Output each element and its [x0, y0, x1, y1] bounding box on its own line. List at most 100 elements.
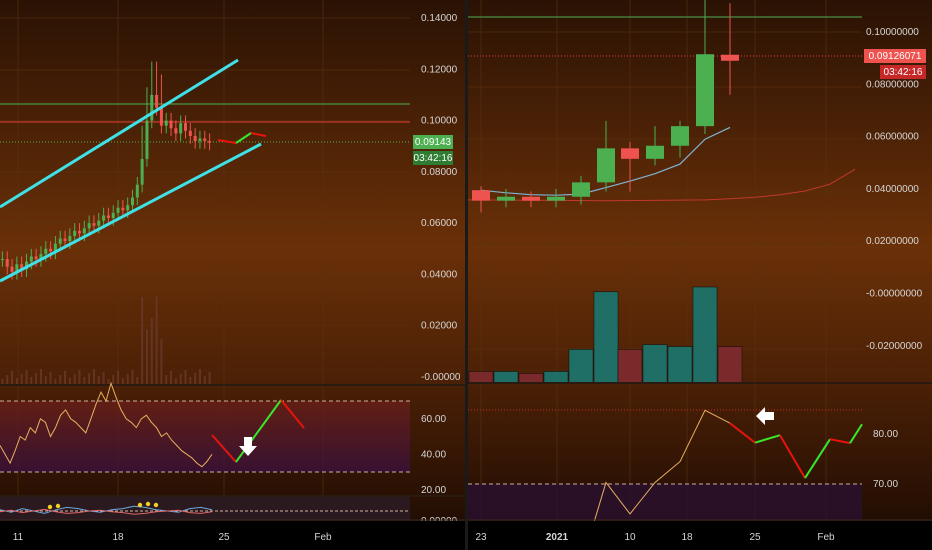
left-candle-body [155, 94, 159, 108]
left-candle-body [184, 123, 187, 131]
right-rsi-projection[interactable] [729, 422, 863, 479]
left-candle-body [174, 128, 178, 134]
left-time-axis-bg [0, 521, 465, 550]
left-candle-body [73, 230, 77, 236]
left-price-projection-up[interactable] [235, 132, 252, 144]
left-volume-bar [179, 374, 182, 384]
right-volume-bars [468, 286, 743, 384]
left-volume-bar [126, 374, 129, 384]
left-candle-body [169, 120, 173, 129]
right-rsi-line[interactable] [580, 409, 731, 550]
down-arrow-icon [239, 437, 257, 456]
left-volume-bar [165, 375, 168, 384]
left-candle-body [92, 223, 96, 226]
right-volume-bar [518, 373, 544, 384]
right-rsi-tick: 80.00 [873, 429, 898, 440]
right-volume-bar [692, 286, 718, 384]
left-volume-bar [150, 318, 153, 384]
left-candle-body [5, 259, 9, 267]
left-last-price-label: 0.09143 [415, 137, 452, 148]
left-osc-dot [145, 501, 151, 507]
left-price-tick: 0.08000 [421, 167, 458, 178]
left-price-tick: 0.06000 [421, 218, 458, 229]
left-volume-bar [68, 378, 71, 384]
left-candle-body [140, 159, 144, 185]
left-time-tick: 25 [218, 532, 230, 543]
right-price-tick: 0.02000000 [866, 236, 919, 247]
right-time-tick: Feb [817, 532, 835, 543]
right-rsi-projection-segment [754, 434, 781, 444]
right-grid [468, 0, 862, 520]
right-rsi-projection-segment [829, 438, 851, 445]
left-price-projection-down-1[interactable] [217, 139, 237, 144]
left-osc-dot [153, 502, 159, 508]
left-grid [0, 0, 410, 520]
left-volume-bar [83, 377, 86, 384]
right-last-price-tag [864, 49, 926, 63]
left-rsi-line[interactable] [0, 381, 213, 468]
left-candle-body [63, 238, 67, 242]
right-candle-body [646, 145, 664, 159]
channel-upper-line[interactable] [0, 58, 239, 209]
right-rsi-projection-segment [849, 423, 863, 444]
pane-divider[interactable] [465, 0, 468, 550]
left-volume-bar [78, 370, 81, 384]
left-candle-body [164, 120, 168, 126]
right-time-axis-bg [468, 521, 932, 550]
left-volume-bar [39, 369, 42, 384]
left-candle-body [10, 266, 14, 272]
left-volume-bar [102, 372, 105, 384]
right-candles [472, 0, 739, 213]
left-volume-bar [155, 296, 158, 384]
left-volume-bar [1, 379, 4, 384]
right-rsi-projection-segment [729, 422, 756, 444]
left-rsi-tick: 40.00 [421, 449, 446, 460]
right-candle-body [597, 148, 615, 183]
left-volume-bar [136, 377, 139, 384]
right-time-axis[interactable]: 23 2021 10 18 25 Feb [475, 532, 835, 543]
left-time-tick: 18 [112, 532, 124, 543]
left-volume-bar [131, 370, 134, 384]
right-rsi-projection-segment [804, 438, 831, 479]
left-volume-bar [174, 378, 177, 384]
left-candle-body [53, 243, 57, 252]
left-price-projection-down-2[interactable] [250, 132, 267, 137]
left-osc-dot [47, 504, 53, 510]
right-last-price-label: 0.09126071 [869, 51, 922, 62]
left-volume-bar [92, 369, 95, 384]
right-chart-pane[interactable]: 0.10000000 0.08000000 0.06000000 0.04000000… [467, 0, 932, 550]
left-volume-bar [25, 370, 28, 384]
left-volume-bar [11, 371, 14, 384]
left-time-tick: 11 [13, 532, 24, 543]
right-volume-bar [468, 371, 494, 384]
right-price-tick: 0.10000000 [866, 27, 919, 38]
left-volume-bar [64, 371, 67, 384]
left-time-axis[interactable]: 11 18 25 Feb [13, 532, 332, 543]
left-candle-body [82, 228, 86, 234]
left-chart-pane[interactable]: 0.14000 0.12000 0.10000 0.08000 0.06000 0.040… [0, 0, 465, 550]
right-price-axis[interactable]: 0.10000000 0.08000000 0.06000000 0.04000000… [866, 27, 923, 490]
left-rsi-projection-down-1[interactable] [211, 434, 237, 463]
right-candle-body [472, 190, 490, 201]
right-volume-bar [642, 344, 668, 384]
left-volume-bars [1, 296, 211, 384]
left-price-tick: 0.02000 [421, 321, 458, 332]
right-rsi-lower-band-fill [468, 484, 862, 520]
left-rsi-projection-up[interactable] [235, 399, 282, 463]
channel-lower-line[interactable] [0, 142, 262, 283]
left-candle-body [116, 207, 120, 213]
left-volume-bar [107, 379, 110, 384]
right-time-tick: 2021 [546, 532, 569, 543]
right-candle-body [497, 196, 515, 201]
left-rsi-projection-down-2[interactable] [280, 399, 305, 429]
left-candle-body [0, 259, 4, 261]
left-volume-bar [198, 369, 201, 384]
left-volume-bar [145, 329, 148, 384]
left-candle-body [68, 235, 72, 242]
right-rsi-projection-segment [779, 434, 806, 479]
left-candle-body [20, 264, 24, 270]
left-candle-body [97, 220, 101, 226]
left-candle-body [135, 184, 139, 198]
right-candle-body [522, 196, 540, 201]
